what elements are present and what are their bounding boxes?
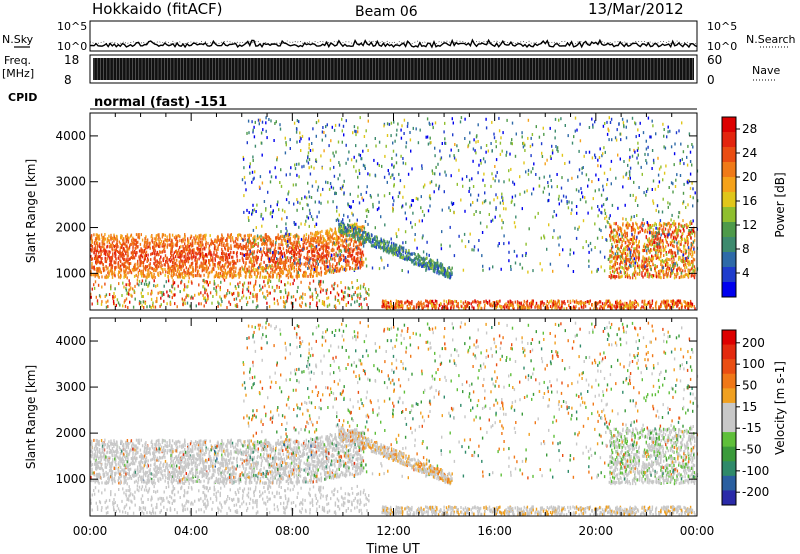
colorbar-segment [722,373,736,389]
colorbar-tick-label: -50 [742,443,762,457]
colorbar-segment [722,475,736,491]
time-tick-label: 08:00 [275,524,310,538]
colorbar-tick-label: -100 [742,464,769,478]
power-heatmap [90,116,699,311]
noise-panel: N.Sky N.Search 10^5 10^0 10^5 10^0 [2,20,796,53]
colorbar-tick-label: 16 [742,194,757,208]
colorbar-segment [722,282,736,298]
power-panel: 1000 2000 3000 4000 Slant Range [km] [24,112,699,311]
freq-bars [93,58,694,80]
ytick-label: 2000 [55,221,86,235]
colorbar-frame [721,116,737,298]
nave-tick-top: 60 [707,53,722,67]
colorbar-segment [722,388,736,404]
colorbar-tick-label: 12 [742,218,757,232]
colorbar-segment [722,432,736,448]
freq-tick-top: 18 [64,53,79,67]
velocity-colorbar: 200 100 50 15 -15 -50 -100 -200 [721,329,769,506]
colorbar-segment [722,359,736,375]
nsky-label: N.Sky [2,33,34,46]
colorbar-segment [722,267,736,283]
ytick-label: 4000 [55,129,86,143]
colorbar-segment [722,177,736,193]
colorbar-segment [722,147,736,163]
velocity-colorbar-label: Velocity [m s-1] [773,361,787,455]
velocity-ylabel: Slant Range [km] [24,365,38,469]
colorbar-tick-label: -200 [742,485,769,499]
power-ylabel: Slant Range [km] [24,159,38,263]
colorbar-segment [722,490,736,506]
site-title: Hokkaido (fitACF) [92,0,223,18]
power-colorbar-label: Power [dB] [773,172,787,237]
freq-panel-frame [89,54,698,84]
colorbar-tick-label: 15 [742,400,757,414]
colorbar-frame [721,329,737,506]
colorbar-segment [722,402,736,418]
freq-label: Freq. [4,54,31,67]
cpid-label: CPID [8,91,37,104]
noise-tick-right-top: 10^5 [707,20,737,33]
colorbar-segment [722,461,736,477]
colorbar-tick-label: 24 [742,146,757,160]
ytick-label: 1000 [55,472,86,486]
freq-fill [93,58,694,80]
colorbar-tick-label: 50 [742,378,757,392]
time-tick-label: 04:00 [174,524,209,538]
time-tick-label: 12:00 [376,524,411,538]
velocity-heatmap [90,321,699,517]
time-tick-label: 00:00 [73,524,108,538]
noise-trace [89,38,698,49]
colorbar-segment [722,237,736,253]
ytick-label: 4000 [55,334,86,348]
noise-tick-left-bottom: 10^0 [57,40,87,53]
colorbar-segment [722,446,736,462]
colorbar-tick-label: 200 [742,336,765,350]
power-axes: 1000 2000 3000 4000 [55,113,698,310]
nave-label: Nave [752,64,780,77]
colorbar-tick-label: 28 [742,122,757,136]
date-title: 13/Mar/2012 [588,0,684,18]
noise-tick-left-top: 10^5 [57,20,87,33]
ytick-label: 2000 [55,426,86,440]
colorbar-segment [722,192,736,208]
colorbar-tick-label: -15 [742,421,762,435]
velocity-axes: 1000 2000 3000 4000 [55,318,698,516]
beam-title: Beam 06 [355,4,418,20]
freq-panel: Freq. [MHz] 18 8 60 0 Nave [2,53,780,87]
nsky-trace [89,38,698,49]
power-colorbar: 4 8 12 16 20 24 28 [721,116,757,298]
nsearch-trace [89,40,698,45]
noise-tick-right-bottom: 10^0 [707,40,737,53]
time-axis-label: Time UT [365,542,419,554]
colorbar-segment [722,330,736,346]
freq-tick-bottom: 8 [64,73,72,87]
time-tick-label: 16:00 [477,524,512,538]
colorbar-segment [722,252,736,268]
cpid-text: normal (fast) -151 [94,95,227,110]
ytick-label: 1000 [55,266,86,280]
noise-panel-frame [89,20,698,52]
colorbar-segment [722,117,736,133]
colorbar-tick-label: 20 [742,170,757,184]
nsearch-label: N.Search [746,33,796,46]
colorbar-segment [722,207,736,223]
time-tick-label: 20:00 [579,524,614,538]
time-tick-label: 00:00 [680,524,715,538]
colorbar-segment [722,162,736,178]
colorbar-tick-label: 4 [742,266,750,280]
colorbar-segment [722,344,736,360]
colorbar-segment [722,417,736,433]
nave-tick-bottom: 0 [707,73,715,87]
time-tick-labels: 00:00 04:00 08:00 12:00 16:00 20:00 00:00 [73,524,715,538]
velocity-panel: 1000 2000 3000 4000 Slant Range [km] [24,317,699,517]
colorbar-segment [722,222,736,238]
colorbar-segment [722,132,736,148]
freq-unit: [MHz] [2,67,34,80]
ytick-label: 3000 [55,380,86,394]
colorbar-tick-label: 100 [742,357,765,371]
colorbar-tick-label: 8 [742,242,750,256]
ytick-label: 3000 [55,175,86,189]
